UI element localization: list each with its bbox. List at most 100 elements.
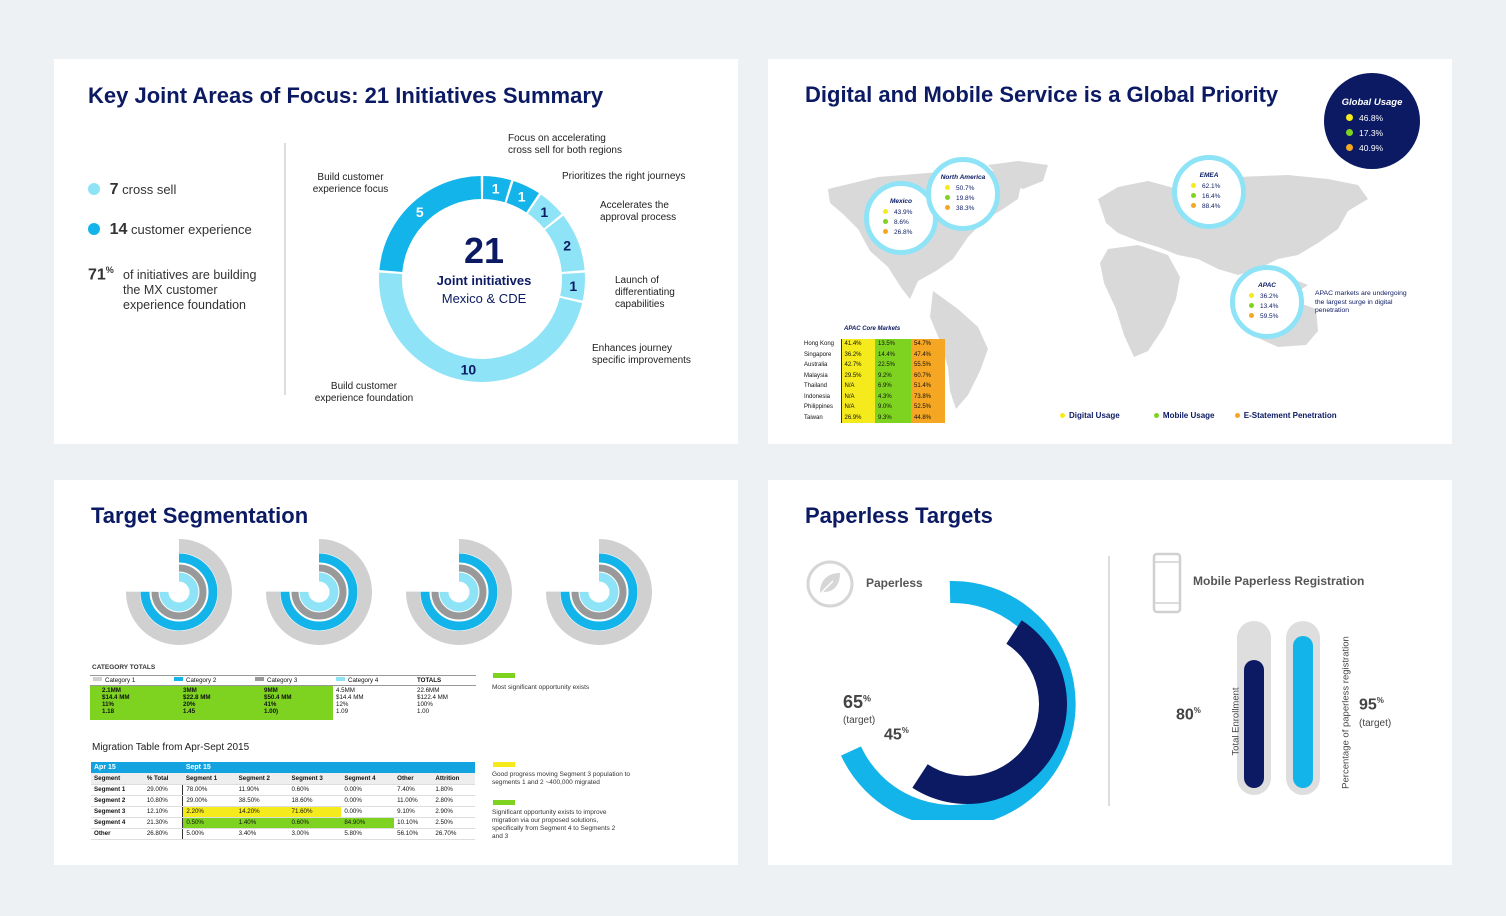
divider	[284, 143, 286, 395]
apac-cell: 29.5%	[841, 370, 875, 381]
legend-digital: Digital Usage	[1069, 411, 1120, 420]
mig-cell: 2.80%	[432, 795, 475, 807]
mig-cell: Other	[91, 828, 144, 840]
segment-ring	[126, 539, 232, 645]
green-swatch	[493, 673, 515, 678]
apac-note: APAC markets are undergoing the largest …	[1315, 290, 1407, 314]
apac-row: Australia 42.7% 22.5% 55.5%	[801, 360, 945, 371]
reg-pct: 95%	[1359, 696, 1384, 714]
pct-sign: %	[1376, 696, 1384, 705]
mig-cell: Segment 1	[91, 784, 144, 796]
mig-cell: 0.50%	[182, 817, 236, 829]
donut-segment	[379, 176, 482, 273]
category-header: Category 3	[252, 675, 333, 686]
mig-column-header: Segment 3	[288, 773, 342, 785]
apac-cell: 9.0%	[875, 402, 911, 413]
legend-number: 7	[109, 181, 119, 198]
mig-cell: 84.90%	[341, 817, 395, 829]
apac-cell: 14.4%	[875, 349, 911, 360]
digital-dot	[1060, 413, 1065, 418]
legend-number: 14	[109, 221, 128, 238]
apac-cell: 4.3%	[875, 391, 911, 402]
reg-target-word: (target)	[1359, 718, 1392, 729]
mig-cell: 0.60%	[288, 784, 342, 796]
initiatives-panel: Key Joint Areas of Focus: 21 Initiatives…	[54, 59, 738, 444]
apac-cell: 36.2%	[841, 349, 875, 360]
apac-cell: 22.5%	[875, 360, 911, 371]
mig-cell: 26.80%	[143, 828, 184, 840]
pct-sign: %	[1193, 706, 1201, 715]
apac-cell: N/A	[841, 391, 875, 402]
mig-cell: 3.00%	[288, 828, 342, 840]
mig-row: Segment 3 12.10% 2.20% 14.20% 71.60% 0.00% 9.1…	[91, 806, 475, 818]
estatement-dot	[1234, 413, 1240, 418]
yellow-swatch	[493, 762, 515, 767]
mig-cell: 26.70%	[432, 828, 475, 840]
enrollment-fill	[1244, 660, 1264, 788]
mig-cell: 2.20%	[182, 806, 236, 818]
bubble-name: North America	[940, 174, 986, 181]
apac-cell: 55.5%	[911, 360, 945, 371]
mig-cell: 2.90%	[432, 806, 475, 818]
global-digital: 46.8%	[1359, 113, 1384, 123]
pct-value: 71	[88, 266, 106, 284]
category-swatch	[336, 677, 345, 681]
apac-cell: 9.2%	[875, 370, 911, 381]
digital-mobile-panel: Digital and Mobile Service is a Global P…	[768, 59, 1452, 444]
enroll-value: 80	[1176, 706, 1194, 724]
enroll-label: Total Enrollment	[1230, 687, 1242, 756]
bubble-north-america: North America 50.7% 19.8% 38.3%	[926, 157, 1000, 231]
global-usage-title: Global Usage	[1341, 97, 1403, 108]
donut-segment-value: 1	[540, 204, 548, 220]
mig-cell: 18.60%	[288, 795, 342, 807]
note-significant: Most significant opportunity exists	[492, 684, 590, 691]
segment-ring	[280, 553, 358, 631]
mig-row: Other 26.80% 5.00% 3.40% 3.00% 5.80% 56.10% 26.…	[91, 828, 475, 840]
bubble-mexico: Mexico 43.9% 8.6% 26.8%	[864, 181, 938, 255]
africa-shape	[1100, 245, 1180, 357]
reg-label: Percentage of paperless registration	[1340, 636, 1352, 789]
donut-segment	[560, 272, 585, 301]
apac-row: Singapore 36.2% 14.4% 47.4%	[801, 349, 945, 360]
bubble-digital: 36.2%	[1260, 293, 1279, 300]
seg-label: Launch of differentiating capabilities	[615, 275, 675, 310]
seg-label: Focus on accelerating cross sell for bot…	[508, 133, 622, 156]
segment-ring	[560, 553, 638, 631]
apac-cell: 52.5%	[911, 402, 945, 413]
enroll-pct: 80%	[1176, 706, 1201, 724]
pct-sign: %	[863, 693, 872, 704]
apac-cell: 9.3%	[875, 412, 911, 423]
category-values: 22.6MM $122.4 MM 100% 1.00	[417, 687, 448, 715]
category-header: Category 2	[171, 675, 252, 686]
bubble-emea: EMEA 62.1% 16.4% 88.4%	[1172, 155, 1246, 229]
legend-mobile: Mobile Usage	[1162, 411, 1215, 420]
bubble-estatement: 26.8%	[894, 229, 913, 236]
reg-value: 95	[1359, 696, 1377, 714]
mig-cell: 78.00%	[182, 784, 236, 796]
bubble-mobile: 19.8%	[956, 195, 975, 202]
category-swatch	[93, 677, 102, 681]
apac-cell: Philippines	[801, 402, 842, 413]
bubble-digital: 50.7%	[956, 185, 975, 192]
apac-row: Hong Kong 41.4% 13.5% 54.7%	[801, 339, 945, 350]
mobile-dot	[1153, 413, 1159, 418]
segment-ring	[420, 553, 498, 631]
apac-row: Taiwan 26.9% 9.3% 44.8%	[801, 412, 945, 423]
seg-label: Build customer experience focus	[312, 172, 389, 195]
bubble-estatement: 59.5%	[1260, 313, 1279, 320]
global-usage-badge: Global Usage 46.8% 17.3% 40.9%	[1324, 73, 1420, 169]
apac-cell: Singapore	[801, 349, 842, 360]
category-title: CATEGORY TOTALS	[92, 664, 156, 671]
enrollment-track	[1237, 621, 1271, 795]
green-swatch-2	[493, 800, 515, 805]
bubble-mobile: 16.4%	[1202, 193, 1221, 200]
target-word: (target)	[843, 715, 876, 726]
digital-dot	[1346, 114, 1353, 121]
donut-segment-value: 2	[563, 238, 571, 254]
bubble-digital: 43.9%	[894, 209, 913, 216]
mig-column-header: % Total	[143, 773, 183, 785]
mig-head-sept: Sept 15	[185, 764, 211, 771]
donut-segment	[545, 215, 585, 273]
donut-segment	[527, 194, 562, 229]
seg-label: Accelerates the approval process	[600, 200, 677, 223]
